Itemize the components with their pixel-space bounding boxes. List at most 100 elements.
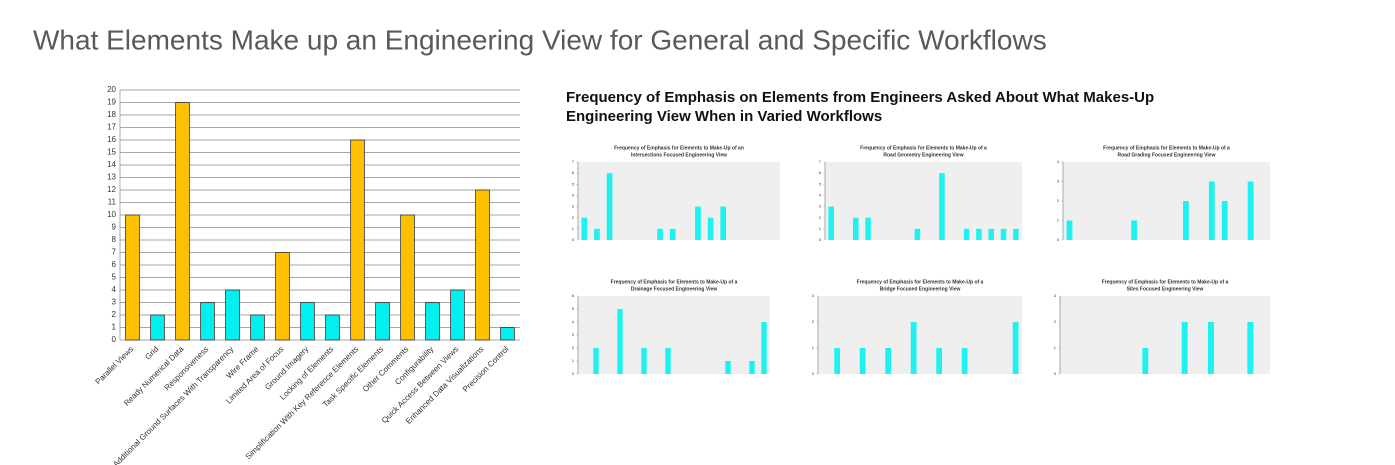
- y-tick-label: 5: [572, 306, 575, 311]
- bar: [300, 302, 315, 341]
- bar: [936, 348, 942, 374]
- bar: [761, 322, 767, 374]
- bar: [725, 361, 731, 374]
- bar: [475, 189, 490, 341]
- y-tick-label: 3: [572, 204, 575, 209]
- y-tick-label: 2: [572, 215, 575, 220]
- bar: [1221, 201, 1228, 240]
- y-tick-label: 4: [112, 285, 117, 294]
- y-tick-label: 2: [819, 215, 822, 220]
- bar: [606, 173, 613, 240]
- bar: [910, 322, 917, 374]
- panel-title: Frequency of Emphasis on Elements from E…: [566, 89, 1154, 106]
- bar: [1247, 322, 1254, 374]
- bar: [1207, 322, 1214, 374]
- bar: [125, 214, 140, 341]
- chart-title: Drainage Focused Engineering View: [631, 286, 717, 292]
- y-tick-label: 0: [572, 237, 575, 242]
- bar: [581, 217, 588, 240]
- y-tick-label: 3: [819, 204, 822, 209]
- slide-title: What Elements Make up an Engineering Vie…: [33, 24, 1047, 55]
- bar: [450, 289, 465, 341]
- y-tick-label: 1: [572, 226, 575, 231]
- chart-title: Bridge Focused Engineering View: [880, 286, 961, 292]
- bar: [175, 102, 190, 341]
- bar: [225, 289, 240, 341]
- bar: [617, 309, 623, 374]
- y-tick-label: 6: [572, 293, 575, 298]
- x-tick-label: Parallel Views: [94, 345, 136, 387]
- y-tick-label: 1: [812, 345, 815, 350]
- y-tick-label: 4: [572, 319, 575, 324]
- x-tick-label: Grid: [143, 345, 160, 362]
- y-tick-label: 12: [107, 185, 116, 194]
- chart-title: Sites Focused Engineering View: [1127, 286, 1204, 292]
- bar: [200, 302, 215, 341]
- bar: [1181, 322, 1188, 374]
- bar: [961, 348, 968, 374]
- bar: [641, 348, 647, 374]
- bar: [1000, 228, 1007, 240]
- bar: [1131, 220, 1138, 240]
- bar: [720, 206, 727, 240]
- y-tick-label: 16: [107, 135, 116, 144]
- bar: [749, 361, 755, 374]
- y-tick-label: 2: [572, 345, 575, 350]
- y-tick-label: 7: [819, 159, 822, 164]
- y-tick-label: 13: [107, 173, 116, 182]
- bar: [1208, 181, 1215, 240]
- bar: [828, 206, 834, 240]
- y-tick-label: 6: [819, 170, 822, 175]
- bar: [853, 217, 859, 240]
- y-tick-label: 10: [107, 210, 116, 219]
- y-tick-label: 0: [1057, 237, 1060, 242]
- bar: [375, 302, 390, 341]
- bar: [665, 348, 671, 374]
- y-tick-label: 4: [819, 192, 822, 197]
- x-tick-label: Precision Control: [461, 344, 511, 394]
- chart-title: Road Geometry Engineering View: [883, 152, 963, 158]
- y-tick-label: 15: [107, 148, 116, 157]
- y-tick-label: 2: [112, 310, 117, 319]
- bar: [150, 314, 165, 341]
- y-tick-label: 3: [1054, 293, 1057, 298]
- x-tick-label: Responsiveness: [163, 345, 211, 393]
- y-tick-label: 5: [112, 273, 117, 282]
- bar: [593, 348, 599, 374]
- y-tick-label: 1: [572, 358, 575, 363]
- bar: [425, 302, 440, 341]
- plot-area: [578, 296, 770, 374]
- y-tick-label: 7: [572, 159, 575, 164]
- y-tick-label: 2: [812, 319, 815, 324]
- chart-title: Frequency of Emphasis for Elements to Ma…: [611, 279, 738, 285]
- plot-area: [818, 296, 1022, 374]
- plot-area: [1060, 296, 1270, 374]
- y-tick-label: 5: [819, 181, 822, 186]
- chart-title: Intersections Focused Engineering View: [631, 152, 727, 158]
- y-tick-label: 0: [112, 335, 117, 344]
- bar: [963, 228, 970, 240]
- y-tick-label: 7: [112, 248, 117, 257]
- bar: [1182, 201, 1189, 240]
- bar: [859, 348, 866, 374]
- y-tick-label: 3: [812, 293, 815, 298]
- y-tick-label: 0: [572, 371, 575, 376]
- y-tick-label: 14: [107, 160, 116, 169]
- bar: [707, 217, 714, 240]
- chart-title: Frequency of Emphasis for Elements to Ma…: [1103, 145, 1230, 151]
- chart-title: Frequency of Emphasis for Elements to Ma…: [1102, 279, 1229, 285]
- y-tick-label: 1: [1054, 345, 1057, 350]
- y-tick-label: 19: [107, 98, 116, 107]
- bar: [695, 206, 701, 240]
- chart-title: Frequency of Emphasis for Elements to Ma…: [614, 145, 744, 151]
- y-tick-label: 2: [1054, 319, 1057, 324]
- y-tick-label: 1: [819, 226, 822, 231]
- y-tick-label: 0: [812, 371, 815, 376]
- bar: [939, 173, 945, 240]
- bar: [865, 217, 871, 240]
- y-tick-label: 6: [112, 260, 117, 269]
- bar: [988, 228, 994, 240]
- bar: [350, 139, 365, 341]
